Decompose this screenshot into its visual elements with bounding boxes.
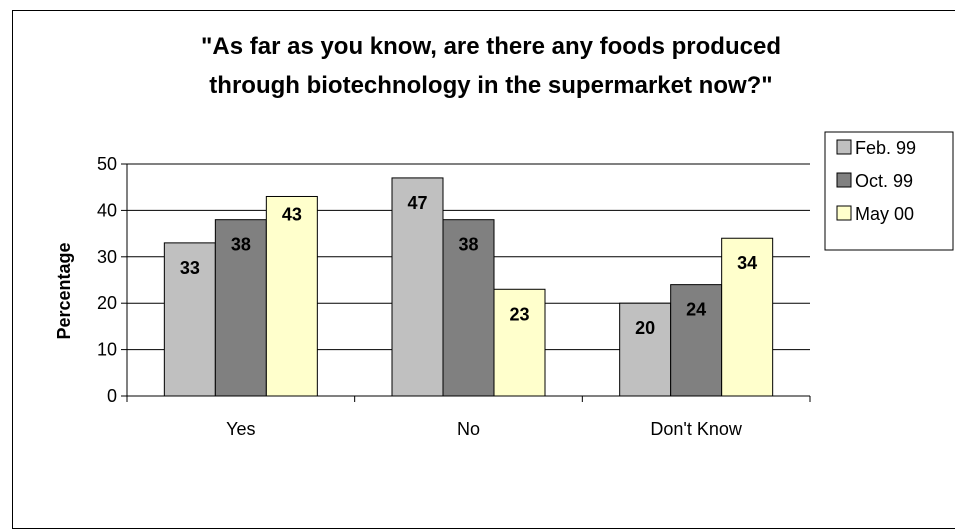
- x-tick-label: Don't Know: [650, 419, 742, 439]
- bar: [163, 242, 216, 397]
- legend-label: May 00: [855, 204, 914, 224]
- chart-frame: "As far as you know, are there any foods…: [12, 10, 955, 529]
- x-tick-label: Yes: [226, 419, 255, 439]
- legend-swatch: [836, 139, 852, 155]
- data-label: 33: [180, 258, 200, 278]
- axes: [121, 163, 811, 402]
- y-tick-label: 0: [107, 386, 117, 406]
- y-tick-label: 50: [97, 154, 117, 174]
- data-label: 24: [686, 300, 706, 320]
- y-tick-label: 20: [97, 293, 117, 313]
- chart-title-line-2: through biotechnology in the supermarket…: [209, 72, 772, 99]
- legend-label: Feb. 99: [855, 138, 916, 158]
- data-label: 34: [737, 253, 757, 273]
- y-tick-label: 10: [97, 340, 117, 360]
- chart-title-line-1: "As far as you know, are there any foods…: [201, 33, 781, 60]
- legend-swatch: [836, 172, 852, 188]
- bar: [619, 302, 672, 397]
- bars: [163, 177, 774, 397]
- bar: [265, 195, 318, 397]
- bar: [442, 219, 495, 397]
- x-tick-label: No: [457, 419, 480, 439]
- y-axis-label: Percentage: [54, 242, 74, 339]
- bar-chart: "As far as you know, are there any foods…: [54, 33, 954, 439]
- x-tick-labels: Yes No Don't Know: [226, 419, 743, 439]
- data-label: 23: [509, 304, 529, 324]
- legend-items: Feb. 99 Oct. 99 May 00: [836, 138, 916, 224]
- legend-swatch: [836, 205, 852, 221]
- y-tick-labels: 0 10 20 30 40 50: [97, 154, 117, 406]
- data-label: 20: [635, 318, 655, 338]
- y-tick-label: 30: [97, 247, 117, 267]
- legend: Feb. 99 Oct. 99 May 00: [824, 131, 954, 251]
- legend-label: Oct. 99: [855, 171, 913, 191]
- bar: [721, 237, 774, 397]
- data-labels: 33 38 43 47 38 23 20 24 34: [180, 193, 757, 338]
- bar: [493, 288, 546, 397]
- data-label: 38: [231, 235, 251, 255]
- y-tick-label: 40: [97, 200, 117, 220]
- data-label: 38: [458, 235, 478, 255]
- bar: [391, 177, 444, 397]
- data-label: 43: [282, 204, 302, 224]
- data-label: 47: [407, 193, 427, 213]
